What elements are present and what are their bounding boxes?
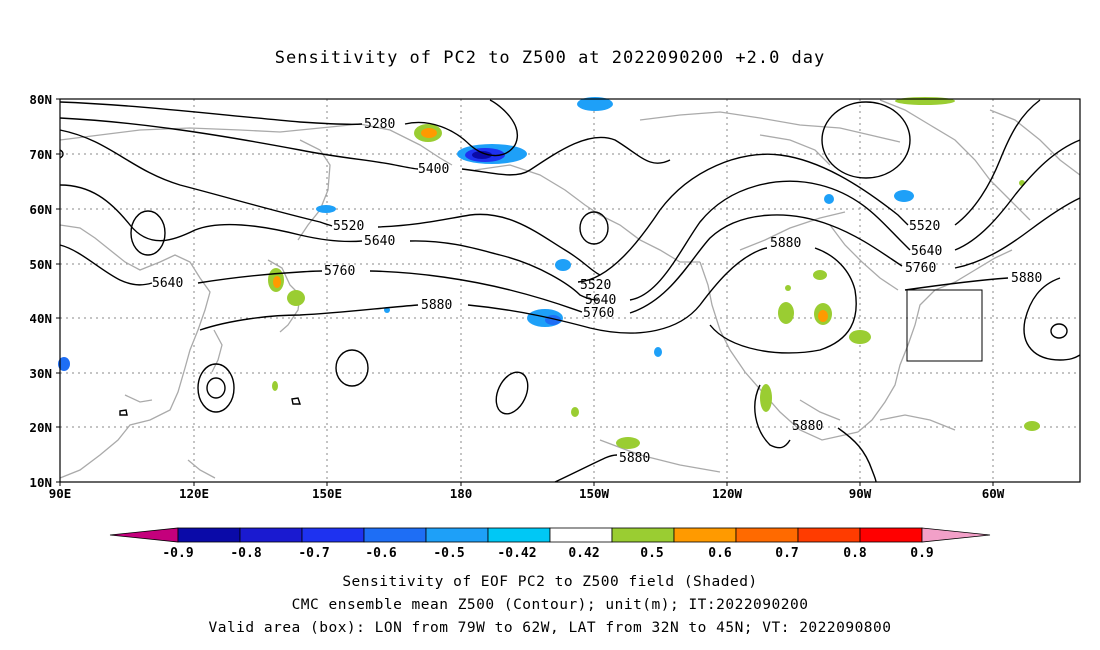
colorbar (109, 527, 991, 543)
contour-label-5760: 5760 (324, 264, 355, 279)
colorbar-swatch (425, 527, 489, 543)
contour-label-5520: 5520 (909, 219, 940, 234)
lat-label: 50N (29, 257, 52, 272)
contour-label-5760: 5760 (905, 261, 936, 276)
footer-line-2: CMC ensemble mean Z500 (Contour); unit(m… (291, 597, 809, 613)
lat-label: 40N (29, 311, 52, 326)
colorbar-label: -0.8 (230, 546, 261, 561)
lon-label: 120W (712, 486, 743, 501)
contour-label-5640: 5640 (364, 234, 395, 249)
lat-label: 80N (29, 92, 52, 107)
lon-label: 150W (579, 486, 610, 501)
lon-label: 180 (450, 486, 473, 501)
lat-label: 10N (29, 475, 52, 490)
colorbar-label: -0.9 (162, 546, 193, 561)
colorbar-label: -0.5 (433, 546, 464, 561)
contour-label-5880: 5880 (770, 236, 801, 251)
contour-labels: 5280 5400 5520 5640 5760 5640 5880 5520 … (152, 117, 1042, 466)
colorbar-swatch (735, 527, 799, 543)
lon-label: 60W (982, 486, 1005, 501)
z500-contours (59, 99, 1081, 483)
lon-axis: 90E 120E 150E 180 150W 120W 90W 60W (49, 486, 1005, 501)
lat-label: 70N (29, 147, 52, 162)
contour-label-5640: 5640 (585, 293, 616, 308)
lon-label: 120E (179, 486, 209, 501)
lat-label: 20N (29, 420, 52, 435)
contour-label-5520: 5520 (333, 219, 364, 234)
lat-label: 30N (29, 366, 52, 381)
colorbar-arrow-low (109, 527, 179, 543)
contour-label-5280: 5280 (364, 117, 395, 132)
footer-line-3: Valid area (box): LON from 79W to 62W, L… (208, 620, 892, 636)
contour-label-5880: 5880 (421, 298, 452, 313)
colorbar-swatch (177, 527, 241, 543)
colorbar-label: -0.6 (365, 546, 396, 561)
map-title: Sensitivity of PC2 to Z500 at 2022090200… (274, 48, 826, 68)
valid-area-box (906, 289, 983, 362)
colorbar-swatch (611, 527, 675, 543)
contour-label-5880: 5880 (792, 419, 823, 434)
contour-label-5400: 5400 (418, 162, 449, 177)
colorbar-label: -0.7 (298, 546, 329, 561)
colorbar-swatch (363, 527, 427, 543)
lat-label: 60N (29, 202, 52, 217)
colorbar-label: 0.8 (843, 546, 867, 561)
colorbar-label: 0.42 (568, 546, 599, 561)
contour-label-5880: 5880 (1011, 271, 1042, 286)
contour-label-5760: 5760 (583, 306, 614, 321)
colorbar-label: 0.5 (640, 546, 663, 561)
colorbar-swatch (487, 527, 551, 543)
colorbar-labels: -0.9 -0.8 -0.7 -0.6 -0.5 -0.42 0.42 0.5 … (162, 546, 933, 561)
contour-label-5880: 5880 (619, 451, 650, 466)
lon-label: 150E (312, 486, 342, 501)
colorbar-label: 0.6 (708, 546, 732, 561)
colorbar-swatch (549, 527, 613, 543)
contour-label-5640: 5640 (911, 244, 942, 259)
contour-label-5640: 5640 (152, 276, 183, 291)
colorbar-label: -0.42 (497, 546, 536, 561)
lon-label: 90E (49, 486, 72, 501)
footer-line-1: Sensitivity of EOF PC2 to Z500 field (Sh… (342, 574, 758, 590)
colorbar-swatch (301, 527, 365, 543)
colorbar-swatch (859, 527, 923, 543)
lon-label: 90W (849, 486, 872, 501)
colorbar-swatch (239, 527, 303, 543)
colorbar-label: 0.7 (775, 546, 798, 561)
colorbar-arrow-high (921, 527, 991, 543)
coastlines (59, 99, 1081, 479)
colorbar-label: 0.9 (910, 546, 933, 561)
colorbar-swatch (797, 527, 861, 543)
contour-label-5520: 5520 (580, 278, 611, 293)
colorbar-swatch (673, 527, 737, 543)
lat-axis: 80N 70N 60N 50N 40N 30N 20N 10N (29, 92, 52, 490)
